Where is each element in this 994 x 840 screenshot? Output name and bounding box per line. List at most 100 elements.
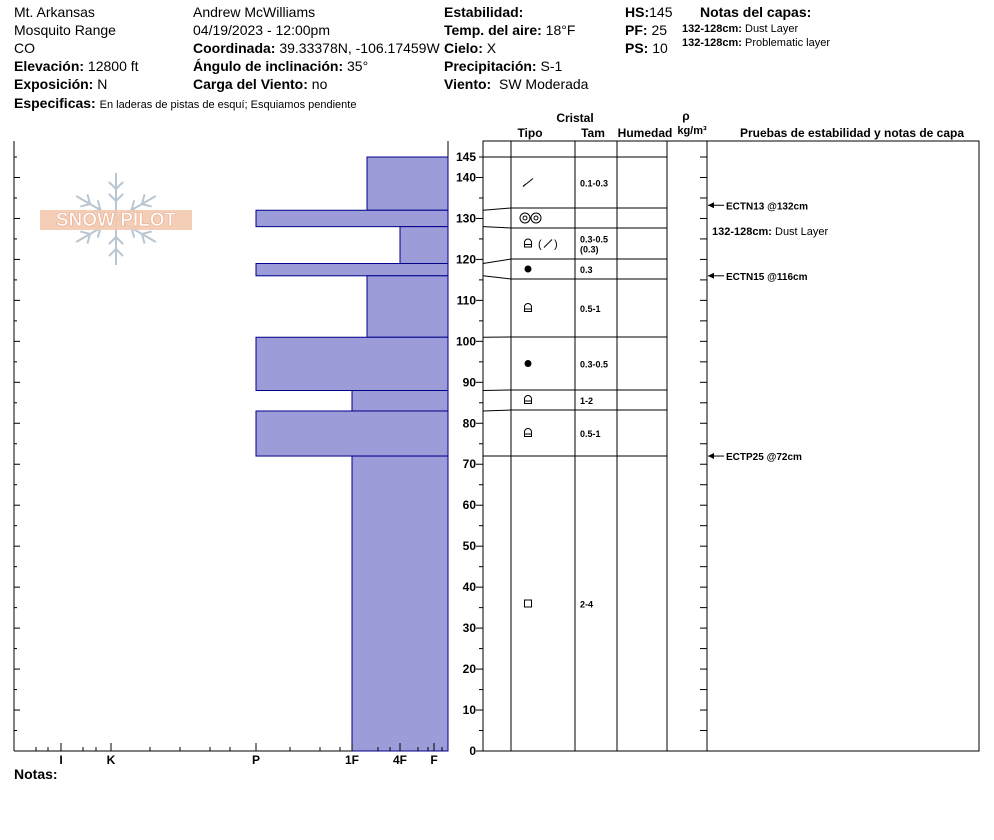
test-label-0: ECTN13 @132cm bbox=[726, 201, 808, 212]
grain-size-8: 2-4 bbox=[580, 600, 593, 610]
round-icon bbox=[519, 212, 531, 224]
wind-load: Carga del Viento: no bbox=[193, 76, 327, 92]
hardness-bar-6 bbox=[351, 390, 449, 412]
layer-note-1-text: Dust Layer bbox=[745, 23, 799, 35]
hardness-bar-2 bbox=[399, 226, 449, 265]
col-tipo: Tipo bbox=[517, 126, 542, 140]
ps-label: PS: bbox=[625, 40, 649, 56]
grain-symbol-4 bbox=[524, 303, 532, 312]
layer-table: 0.1-0.3() 0.3-0.5(0.3)0.30.5-10.3-0.51-20… bbox=[482, 140, 980, 752]
layer-note-1: 132-128cm: Dust Layer bbox=[682, 23, 798, 36]
hardness-bar-4 bbox=[366, 275, 449, 338]
grain-symbol-5 bbox=[524, 360, 532, 367]
snowpilot-logo: SNOW PILOT bbox=[40, 173, 192, 265]
hardness-label-P: P bbox=[252, 753, 260, 767]
depth-label-70: 70 bbox=[463, 457, 477, 471]
snowflake-branch bbox=[141, 233, 146, 244]
grain-symbol-0 bbox=[522, 178, 534, 187]
snowflake-branch bbox=[115, 236, 124, 245]
pf-label: PF: bbox=[625, 22, 648, 38]
hardness-label-I: I bbox=[59, 753, 62, 767]
observer: Andrew McWilliams bbox=[193, 4, 316, 20]
faceted-rounded-icon bbox=[524, 238, 532, 248]
grain-symbol-2: () bbox=[524, 238, 558, 251]
snowflake-branch bbox=[115, 248, 124, 257]
hs: HS:145 bbox=[625, 4, 672, 20]
snowflake-branch bbox=[108, 248, 117, 257]
wind-load-label: Carga del Viento: bbox=[193, 76, 308, 92]
snowflake-branch bbox=[141, 194, 146, 205]
layer-comment: 132-128cm: Dust Layer bbox=[712, 226, 829, 238]
coord-value: 39.33378N, -106.17459W bbox=[279, 40, 440, 56]
snowflake-branch bbox=[115, 193, 124, 202]
row-connector-132 bbox=[482, 207, 512, 211]
air-temp: Temp. del aire: 18°F bbox=[444, 22, 575, 38]
elevation: Elevación: 12800 ft bbox=[14, 58, 139, 74]
col-cristal: Cristal bbox=[556, 111, 593, 125]
sky-label: Cielo: bbox=[444, 40, 483, 56]
depth-label-20: 20 bbox=[463, 662, 477, 676]
snowflake-branch bbox=[86, 233, 91, 244]
hs-value: 145 bbox=[649, 4, 673, 20]
snowflake-branch bbox=[86, 194, 91, 205]
air-temp-label: Temp. del aire: bbox=[444, 22, 542, 38]
stability-label: Estabilidad: bbox=[444, 4, 524, 20]
depth-label-100: 100 bbox=[456, 334, 476, 348]
elevation-label: Elevación: bbox=[14, 58, 85, 74]
layer-note-2: 132-128cm: Problematic layer bbox=[682, 37, 830, 50]
row-connector-119 bbox=[482, 258, 512, 265]
sky-value: X bbox=[486, 40, 497, 56]
wind: Viento: SW Moderada bbox=[444, 76, 588, 92]
air-temp-value: 18°F bbox=[545, 22, 576, 38]
depth-label-30: 30 bbox=[463, 621, 477, 635]
col-rho: ρ bbox=[682, 109, 689, 123]
hardness-bar-8 bbox=[351, 455, 449, 752]
wind-value: SW Moderada bbox=[498, 76, 589, 92]
hardness-bar-0 bbox=[366, 156, 449, 211]
round-icon-inner bbox=[522, 215, 528, 221]
snowflake-branch bbox=[141, 203, 152, 208]
faceted-rounded-icon bbox=[524, 395, 532, 404]
snowflake-branch bbox=[108, 181, 117, 190]
aspect-label: Exposición: bbox=[14, 76, 94, 92]
grain-size-3: 0.3 bbox=[580, 265, 593, 275]
grain-symbol-6 bbox=[524, 395, 532, 404]
hardness-label-1F: 1F bbox=[345, 753, 359, 767]
snowflake-branch bbox=[96, 200, 102, 211]
row-connector-83 bbox=[482, 409, 512, 412]
depth-label-50: 50 bbox=[463, 539, 477, 553]
precipitation: Precipitación: S-1 bbox=[444, 58, 562, 74]
faceted-rounded-icon bbox=[524, 303, 532, 312]
coordinates: Coordinada: 39.33378N, -106.17459W bbox=[193, 40, 440, 56]
secondary-grain-bracket: ( bbox=[538, 239, 542, 251]
hardness-bar-7 bbox=[255, 410, 449, 457]
layer-notes-title: Notas del capas: bbox=[700, 4, 812, 20]
layer-note-2-range: 132-128cm: bbox=[682, 37, 742, 49]
depth-label-145: 145 bbox=[456, 150, 476, 164]
hardness-bar-3 bbox=[255, 263, 449, 277]
sky: Cielo: X bbox=[444, 40, 496, 56]
pf: PF: 25 bbox=[625, 22, 667, 38]
test-label-2: ECTP25 @72cm bbox=[726, 452, 802, 463]
layer-comment-text: Dust Layer bbox=[775, 226, 829, 238]
aspect: Exposición: N bbox=[14, 76, 107, 92]
layer-note-1-range: 132-128cm: bbox=[682, 23, 742, 35]
depth-label-60: 60 bbox=[463, 498, 477, 512]
test-arrow-head-1 bbox=[708, 272, 714, 279]
logo-text: SNOW PILOT bbox=[56, 210, 177, 231]
depth-label-110: 110 bbox=[457, 293, 477, 307]
grain-symbol-8 bbox=[524, 599, 532, 608]
depth-label-90: 90 bbox=[463, 375, 477, 389]
specifics-value: En laderas de pistas de esquí; Esquiamos… bbox=[99, 99, 357, 111]
grain-size-secondary-2: (0.3) bbox=[580, 245, 599, 255]
table-headers: Cristal Tipo Tam Humedad ρ kg/m³ Pruebas… bbox=[517, 109, 964, 140]
snowflake-branch bbox=[80, 203, 91, 208]
depth-label-140: 140 bbox=[456, 170, 476, 184]
depth-label-40: 40 bbox=[463, 580, 477, 594]
col-density-unit: kg/m³ bbox=[677, 125, 707, 137]
precip-value: S-1 bbox=[540, 58, 563, 74]
precip-label: Precipitación: bbox=[444, 58, 537, 74]
secondary-grain-bracket: ) bbox=[554, 239, 558, 251]
